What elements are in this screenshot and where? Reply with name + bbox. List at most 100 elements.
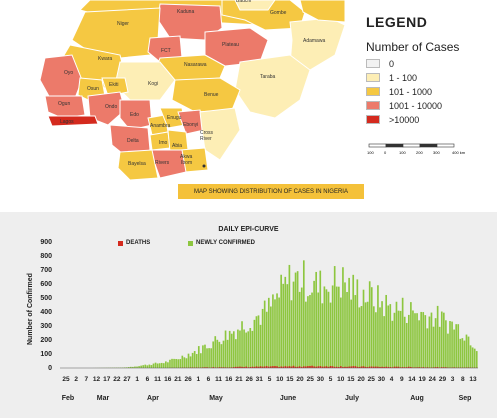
bar-confirmed	[457, 324, 460, 368]
bar-confirmed	[278, 297, 280, 368]
x-tick-label: 4	[390, 376, 394, 383]
bar-death	[286, 366, 289, 368]
label-cross-river-2: River	[200, 136, 212, 142]
bar-death	[232, 367, 235, 368]
label-bayelsa: Bayelsa	[128, 161, 146, 167]
bar-confirmed	[325, 289, 328, 368]
bar-confirmed	[282, 283, 285, 368]
bar-death	[247, 367, 250, 368]
marker-dot	[202, 164, 206, 168]
bar-confirmed	[206, 348, 208, 368]
y-tick-label: 400	[40, 309, 52, 316]
x-tick-label: 10	[337, 376, 345, 383]
bar-confirmed	[257, 315, 260, 368]
bar-death	[399, 367, 402, 368]
bar-death	[364, 366, 367, 368]
bar-confirmed	[389, 304, 392, 368]
bar-confirmed	[364, 302, 367, 368]
x-tick-label: 30	[378, 376, 386, 383]
legend-item-2: 101 - 1000	[366, 86, 432, 97]
bar-confirmed	[447, 333, 449, 368]
x-tick-label: 12	[93, 376, 101, 383]
bar-death	[333, 366, 336, 368]
bar-death	[418, 367, 420, 368]
bar-confirmed	[461, 338, 464, 368]
bar-death	[379, 366, 381, 368]
bar-confirmed	[443, 312, 445, 368]
bar-death	[372, 366, 375, 368]
bar-confirmed	[438, 326, 441, 368]
bar-confirmed	[230, 333, 233, 368]
bar-death	[272, 366, 274, 368]
bar-confirmed	[418, 320, 420, 368]
bar-confirmed	[193, 351, 196, 368]
bar-confirmed	[202, 345, 204, 368]
bar-confirmed	[267, 297, 270, 368]
bar-confirmed	[368, 281, 371, 368]
bar-confirmed	[451, 321, 453, 368]
bar-death	[342, 367, 344, 368]
label-abia: Abia	[172, 143, 182, 149]
bar-death	[391, 367, 394, 368]
x-tick-label: 25	[62, 376, 70, 383]
bar-death	[305, 366, 307, 368]
bar-death	[443, 367, 445, 368]
bar-confirmed	[284, 276, 287, 368]
state-cross-river	[199, 107, 241, 161]
bar-confirmed	[167, 362, 169, 368]
x-tick-label: 21	[174, 376, 182, 383]
bar-confirmed	[156, 363, 159, 368]
label-benue: Benue	[204, 92, 219, 98]
bar-confirmed	[259, 324, 262, 368]
bar-death	[261, 366, 264, 368]
x-tick-label: 19	[418, 376, 426, 383]
bar-death	[257, 366, 260, 368]
month-label: Feb	[62, 395, 74, 402]
bar-confirmed	[237, 329, 239, 368]
bar-confirmed	[455, 324, 458, 368]
x-tick-label: 6	[207, 376, 211, 383]
bar-death	[348, 366, 350, 368]
bar-confirmed	[292, 281, 295, 368]
bar-confirmed	[140, 365, 142, 368]
state-niger	[71, 7, 161, 59]
bar-confirmed	[393, 312, 396, 368]
bar-death	[360, 366, 363, 368]
bar-death	[249, 367, 252, 368]
bar-death	[381, 366, 383, 368]
bar-confirmed	[348, 277, 350, 368]
label-taraba: Taraba	[260, 74, 276, 80]
bar-confirmed	[144, 364, 147, 368]
bar-death	[335, 366, 338, 368]
bar-confirmed	[173, 358, 175, 368]
label-adamawa: Adamawa	[303, 38, 325, 44]
state-ondo	[87, 91, 126, 126]
bar-death	[383, 366, 385, 368]
bar-confirmed	[354, 295, 357, 368]
x-tick-label: 27	[123, 376, 131, 383]
y-tick-label: 0	[48, 365, 52, 372]
month-label: May	[209, 395, 223, 402]
bar-confirmed	[127, 367, 130, 368]
legend-item-4: >10000	[366, 114, 419, 125]
bar-confirmed	[300, 287, 303, 368]
bar-confirmed	[426, 328, 429, 368]
scale-label: 100	[367, 150, 374, 155]
x-tick-label: 8	[461, 376, 465, 383]
x-tick-label: 29	[439, 376, 447, 383]
x-tick-label: 6	[146, 376, 150, 383]
bar-death	[276, 366, 278, 368]
label-nasarawa: Nasarawa	[184, 62, 207, 68]
bar-confirmed	[387, 305, 390, 368]
bar-confirmed	[243, 329, 245, 368]
bar-death	[405, 367, 408, 368]
bar-death	[356, 366, 359, 368]
bar-death	[337, 367, 340, 368]
bar-confirmed	[146, 365, 149, 368]
bar-confirmed	[449, 321, 451, 368]
label-lagos: Lagos	[60, 119, 74, 125]
bar-death	[375, 366, 377, 368]
bar-death	[440, 367, 443, 368]
bar-confirmed	[422, 312, 425, 368]
bar-death	[309, 366, 311, 368]
